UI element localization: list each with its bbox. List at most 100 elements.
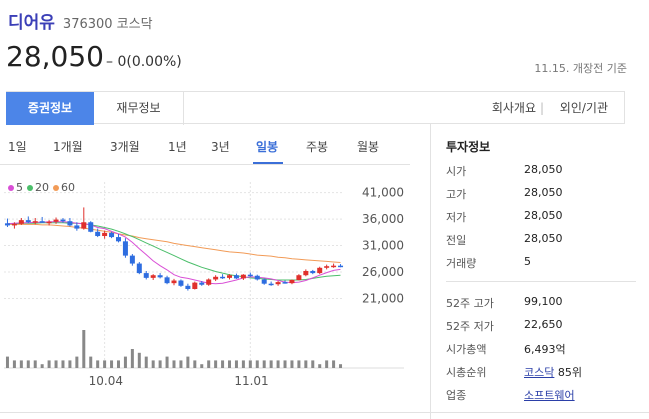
candle-body <box>275 282 281 285</box>
candle-body <box>150 275 156 278</box>
volume-bar <box>40 364 44 368</box>
volume-bar <box>75 356 79 368</box>
info-title: 투자정보 <box>446 140 491 154</box>
ma60-line <box>7 223 341 263</box>
candle-body <box>338 265 344 268</box>
candle-body <box>254 275 260 280</box>
candle-body <box>178 280 184 286</box>
candle-body <box>109 232 115 238</box>
tab-stock-info[interactable]: 증권정보 <box>6 92 94 125</box>
volume-bar <box>165 356 169 368</box>
candle-body <box>39 221 45 223</box>
volume-bar <box>123 356 127 368</box>
ma20-legend: 20 <box>27 181 49 194</box>
info-divider <box>446 281 636 282</box>
volume-bar <box>290 360 294 368</box>
volume-bar <box>255 360 259 368</box>
candle-body <box>310 270 316 274</box>
volume-bar <box>276 360 280 368</box>
y-tick-label: 36,000 <box>362 212 404 226</box>
candle-body <box>240 274 246 279</box>
candle-body <box>25 220 31 223</box>
period-active-underline <box>253 162 283 164</box>
tab-company-overview[interactable]: 회사개요 <box>491 101 536 115</box>
volume-bar <box>116 360 120 368</box>
candle-body <box>282 282 288 284</box>
candle-body <box>143 273 149 278</box>
period-1y[interactable]: 1년 <box>168 140 187 154</box>
candle-body <box>157 275 163 278</box>
ma5-legend: 5 <box>8 181 23 194</box>
volume-bar <box>144 356 148 368</box>
volume-bar <box>82 330 86 368</box>
volume-bar <box>304 360 308 368</box>
x-tick-label: 11.01 <box>234 374 268 388</box>
y-tick-label: 41,000 <box>362 186 404 200</box>
volume-bar <box>61 360 65 368</box>
volume-bar <box>89 356 93 368</box>
candle-body <box>18 220 24 224</box>
ma20-line <box>7 222 341 281</box>
x-tick-label: 10.04 <box>89 374 123 388</box>
stock-name[interactable]: 디어유 <box>8 13 55 33</box>
candle-body <box>164 277 170 284</box>
volume-bar <box>130 349 134 368</box>
candle-body <box>331 265 337 268</box>
volume-bar <box>54 360 58 368</box>
candle-body <box>213 276 219 280</box>
y-tick-label: 26,000 <box>362 265 404 279</box>
candle-body <box>46 221 52 224</box>
volume-bar <box>311 360 315 368</box>
period-3y[interactable]: 3년 <box>211 140 230 154</box>
tab-foreign-institution[interactable]: 외인/기관 <box>559 101 608 115</box>
period-monthly[interactable]: 월봉 <box>357 140 380 154</box>
candle-body <box>199 282 205 285</box>
stock-header: 디어유 376300 코스닥 <box>8 8 153 33</box>
period-daily[interactable]: 일봉 <box>256 140 279 154</box>
volume-bar <box>137 352 141 368</box>
price-change: – 0(0.00%) <box>106 54 182 70</box>
volume-bar <box>186 356 190 368</box>
volume-bar <box>33 360 37 368</box>
ma60-legend: 60 <box>53 181 75 194</box>
investment-info-panel: 투자정보 시가 28,050 고가 28,050 저가 28,050 전일 28,050… <box>446 138 636 402</box>
volume-bar <box>12 360 16 368</box>
volume-bar <box>283 360 287 368</box>
tab-financial-info[interactable]: 재무정보 <box>94 92 184 125</box>
period-weekly[interactable]: 주봉 <box>306 140 329 154</box>
candle-body <box>122 241 128 256</box>
volume-bar <box>234 360 238 368</box>
volume-bar <box>103 360 107 368</box>
candle-body <box>95 231 101 237</box>
candle-body <box>60 219 66 222</box>
candle-body <box>185 285 191 289</box>
candle-body <box>88 222 94 232</box>
ma60-dot-icon <box>53 185 59 191</box>
sector-link[interactable]: 소프트웨어 <box>524 389 575 402</box>
candle-body <box>102 232 108 237</box>
period-1m[interactable]: 1개월 <box>53 140 83 154</box>
bottom-divider <box>0 412 649 413</box>
volume-bar <box>221 360 225 368</box>
y-tick-label: 21,000 <box>362 292 404 306</box>
volume-bar <box>179 360 183 368</box>
current-price: 28,050 <box>6 40 104 73</box>
tab-separator: | <box>539 101 544 115</box>
candle-body <box>67 221 73 226</box>
candle-body <box>247 274 253 277</box>
panel-divider <box>430 124 431 419</box>
period-1d[interactable]: 1일 <box>8 140 27 154</box>
market-link[interactable]: 코스닥 <box>524 366 555 379</box>
candle-body <box>74 225 80 229</box>
candle-body <box>317 267 323 274</box>
volume-bar <box>318 364 322 368</box>
candle-body <box>136 263 142 274</box>
period-3m[interactable]: 3개월 <box>110 140 140 154</box>
volume-bar <box>248 360 252 368</box>
candlestick-chart[interactable]: 41,000 36,000 31,000 26,000 21,000 10.04 11.01 <box>0 170 420 410</box>
volume-bar <box>172 360 176 368</box>
ma20-dot-icon <box>27 185 33 191</box>
volume-bar <box>332 360 336 368</box>
candle-body <box>227 275 233 278</box>
candle-body <box>233 275 239 279</box>
